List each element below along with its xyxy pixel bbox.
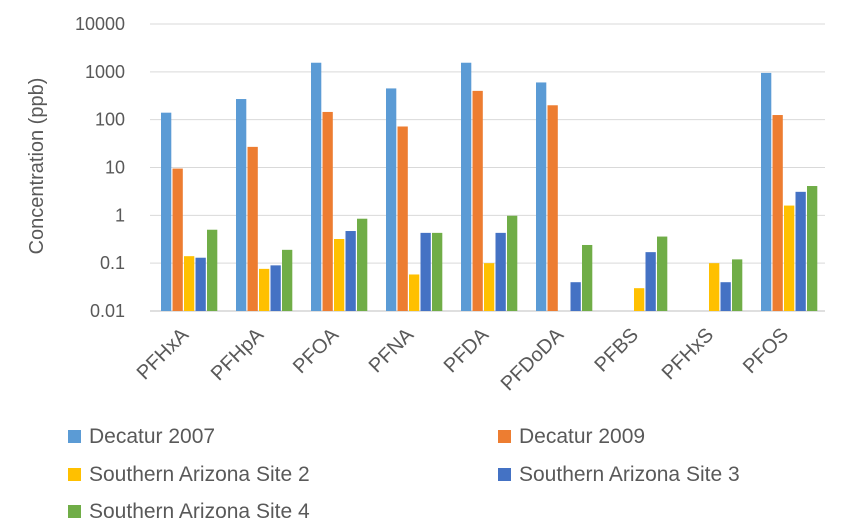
y-tick-label: 10 (105, 158, 125, 178)
bar-pfoa-series-4 (345, 231, 356, 311)
bar-pfos-series-3 (784, 205, 795, 311)
bar-pfhxa-series-5 (207, 229, 218, 311)
bar-pfhxs-series-3 (709, 263, 720, 311)
bar-pfdoda-series-4 (570, 282, 581, 311)
y-tick-label: 1 (115, 205, 125, 225)
y-tick-label: 1000 (85, 62, 125, 82)
x-category-label: PFHxS (658, 324, 718, 384)
y-tick-label: 100 (95, 110, 125, 130)
bar-pfhxa-series-2 (172, 168, 183, 311)
y-tick-label: 0.1 (100, 253, 125, 273)
bar-pfhpa-series-5 (282, 249, 293, 311)
legend-label: Southern Arizona Site 2 (89, 463, 310, 486)
legend-swatch (68, 430, 81, 443)
legend-label: Southern Arizona Site 3 (519, 463, 740, 486)
legend-label: Southern Arizona Site 4 (89, 500, 310, 523)
bar-pfos-series-2 (772, 115, 783, 311)
bar-pfbs-series-5 (657, 236, 668, 311)
bar-pfhxs-series-4 (720, 282, 731, 311)
bar-pfna-series-3 (409, 274, 420, 311)
legend: Decatur 2007 Decatur 2009 Southern Arizona… (68, 425, 740, 523)
bar-pfhpa-series-3 (259, 268, 270, 311)
bar-pfhxa-series-3 (184, 256, 195, 311)
bar-pfoa-series-1 (311, 62, 322, 312)
legend-swatch (68, 505, 81, 518)
bars (161, 62, 818, 312)
legend-label: Decatur 2009 (519, 425, 645, 448)
bar-pfda-series-4 (495, 232, 506, 311)
x-category-label: PFDA (440, 324, 494, 378)
bar-pfhxa-series-1 (161, 112, 172, 312)
bar-pfhpa-series-2 (247, 146, 258, 311)
bar-pfos-series-4 (795, 191, 806, 311)
bar-pfos-series-5 (807, 186, 818, 311)
x-category-label: PFHpA (207, 324, 269, 386)
bar-pfna-series-1 (386, 88, 397, 311)
bar-pfbs-series-3 (634, 288, 645, 311)
legend-swatch (498, 468, 511, 481)
x-axis-categories: PFHxA PFHpA PFOA PFNA PFDA PFDoDA PFBS PFHxS PFO… (133, 324, 793, 396)
x-category-label: PFHxA (133, 324, 194, 385)
bar-pfdoda-series-5 (582, 244, 593, 311)
legend-swatch (498, 430, 511, 443)
y-tick-label: 0.01 (90, 301, 125, 321)
bar-pfda-series-1 (461, 62, 472, 312)
bar-pfoa-series-2 (322, 111, 333, 311)
bar-pfoa-series-3 (334, 239, 345, 311)
x-category-label: PFOS (739, 324, 793, 378)
x-category-label: PFNA (365, 324, 419, 378)
bar-pfdoda-series-2 (547, 105, 558, 312)
bar-pfna-series-5 (432, 232, 443, 311)
bar-pfhxs-series-5 (732, 259, 743, 311)
bar-pfhpa-series-1 (236, 99, 247, 311)
y-axis-title: Concentration (ppb) (26, 78, 48, 255)
legend-swatch (68, 468, 81, 481)
x-category-label: PFBS (591, 324, 644, 377)
bar-pfhpa-series-4 (270, 265, 281, 311)
bar-pfdoda-series-1 (536, 82, 547, 311)
bar-pfbs-series-4 (645, 252, 656, 311)
bar-pfna-series-2 (397, 126, 408, 312)
bar-pfoa-series-5 (357, 218, 368, 311)
bar-pfna-series-4 (420, 232, 431, 311)
y-axis-ticks: 10000 1000 100 10 1 0.1 0.01 (75, 14, 125, 321)
bar-pfos-series-1 (761, 72, 772, 312)
bar-pfhxa-series-4 (195, 257, 206, 311)
bar-pfda-series-2 (472, 90, 483, 312)
bar-pfda-series-3 (484, 263, 495, 311)
x-category-label: PFOA (289, 324, 344, 379)
x-category-label: PFDoDA (497, 324, 569, 396)
y-tick-label: 10000 (75, 14, 125, 34)
legend-label: Decatur 2007 (89, 425, 215, 448)
bar-pfda-series-5 (507, 215, 518, 311)
